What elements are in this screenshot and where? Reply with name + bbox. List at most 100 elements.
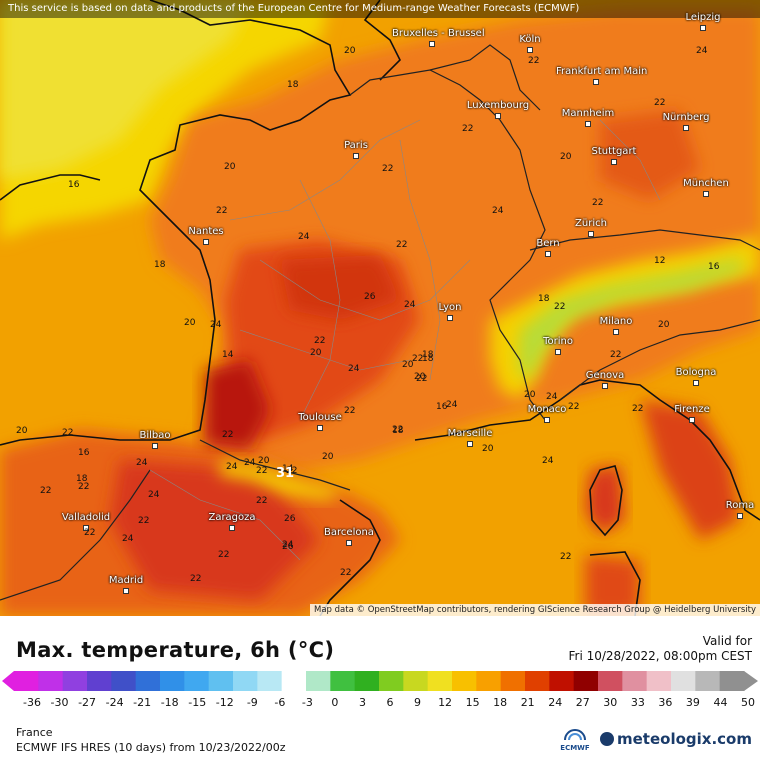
meteologix-logo-icon: [600, 732, 614, 746]
ecmwf-logo: ECMWF: [560, 728, 590, 752]
colorbar-tick-label: 9: [414, 696, 422, 709]
temperature-value: 24: [282, 540, 294, 550]
temperature-value: 22: [416, 374, 428, 384]
colorbar-swatch: [160, 671, 185, 691]
city-marker-icon: [574, 157, 654, 168]
temperature-value: 20: [184, 318, 196, 328]
city-label: Lyon: [410, 302, 490, 324]
city-name: Leipzig: [685, 12, 721, 23]
colorbar-tick-label: 44: [713, 696, 728, 709]
ecmwf-logo-icon: [564, 729, 586, 741]
city-label: Barcelona: [309, 527, 389, 549]
colorbar-tick-label: -36: [23, 696, 41, 709]
temperature-value: 26: [284, 514, 296, 524]
temperature-value: 22: [396, 240, 408, 250]
city-name: Marseille: [447, 428, 493, 439]
colorbar-tick-label: 24: [548, 696, 563, 709]
city-name: Lyon: [438, 302, 462, 313]
city-name: Luxembourg: [466, 100, 530, 111]
city-label: Paris: [316, 140, 396, 162]
temperature-value: 22: [256, 466, 268, 476]
city-label: Genova: [565, 370, 645, 392]
colorbar-tick-label: -27: [78, 696, 97, 709]
colorbar-swatch: [38, 671, 64, 691]
city-marker-icon: [490, 45, 570, 56]
data-source-note: This service is based on data and produc…: [0, 0, 760, 18]
temperature-value: 31: [276, 466, 295, 481]
model-run-info: ECMWF IFS HRES (10 days) from 10/23/2022…: [16, 741, 286, 754]
temperature-value: 22: [256, 496, 268, 506]
germany-warm: [600, 110, 700, 200]
city-label: München: [666, 178, 746, 200]
city-marker-icon: [576, 327, 656, 338]
temperature-value: 16: [78, 448, 90, 458]
city-name: Köln: [519, 34, 541, 45]
temperature-value: 18: [422, 350, 434, 360]
temperature-value: 20: [402, 360, 414, 370]
temperature-value: 22: [592, 198, 604, 208]
temperature-value: 22: [462, 124, 474, 134]
city-name: Toulouse: [298, 412, 342, 423]
colorbar-max-arrow: [744, 671, 758, 691]
city-name: Zaragoza: [208, 512, 256, 523]
colorbar-tick-label: -15: [188, 696, 207, 709]
city-label: Marseille: [430, 428, 510, 450]
temperature-value: 20: [344, 46, 356, 56]
temperature-value: 22: [340, 568, 352, 578]
colorbar-tick-label: 21: [520, 696, 535, 709]
city-marker-icon: [192, 523, 272, 534]
colorbar-swatch: [476, 671, 502, 691]
temperature-value: 22: [216, 206, 228, 216]
colorbar-tick-label: -30: [50, 696, 69, 709]
temperature-value: 24: [446, 400, 458, 410]
map-attribution[interactable]: Map data © OpenStreetMap contributors, r…: [310, 604, 760, 616]
city-label: Luxembourg: [458, 100, 538, 122]
colorbar-min-arrow: [2, 671, 14, 691]
temperature-value: 24: [348, 364, 360, 374]
valid-for-label: Valid for: [702, 634, 752, 648]
city-name: Valladolid: [61, 512, 111, 523]
meteologix-brand[interactable]: meteologix.com: [600, 730, 752, 748]
city-label: Roma: [700, 500, 760, 522]
temperature-value: 18: [76, 474, 88, 484]
city-marker-icon: [507, 415, 587, 426]
spain-hot: [110, 460, 320, 600]
temperature-value: 18: [392, 426, 404, 436]
temperature-value: 22: [286, 466, 298, 476]
temperature-value: 20: [414, 372, 426, 382]
temperature-value: 22: [560, 552, 572, 562]
city-marker-icon: [309, 538, 389, 549]
city-marker-icon: [518, 347, 598, 358]
temperature-value: 24: [136, 458, 148, 468]
city-name: Nürnberg: [662, 112, 710, 123]
map-canvas: [0, 0, 760, 616]
temperature-value: 20: [482, 444, 494, 454]
city-label: Nürnberg: [646, 112, 726, 134]
city-marker-icon: [556, 77, 636, 88]
temperature-value: 20: [310, 348, 322, 358]
city-label: Valladolid: [46, 512, 126, 534]
colorbar-swatch: [695, 671, 721, 691]
colorbar-tick-label: 0: [331, 696, 339, 709]
temperature-value: 24: [404, 300, 416, 310]
colorbar-tick-label: -3: [301, 696, 313, 709]
colorbar-tick-label: 50: [741, 696, 755, 709]
colorbar-swatch: [379, 671, 404, 691]
city-label: Mannheim: [548, 108, 628, 130]
temperature-value: 24: [492, 206, 504, 216]
temperature-value: 18: [287, 80, 299, 90]
city-label: Frankfurt am Main: [556, 66, 647, 88]
city-marker-icon: [115, 441, 195, 452]
temperature-value: 20: [16, 426, 28, 436]
city-name: Torino: [543, 336, 573, 347]
colorbar-swatch: [135, 671, 161, 691]
colorbar-tick-label: 12: [438, 696, 453, 709]
colorbar-tick-label: 3: [358, 696, 366, 709]
city-name: Firenze: [674, 404, 710, 415]
valid-time: Fri 10/28/2022, 08:00pm CEST: [568, 649, 752, 663]
temperature-map[interactable]: This service is based on data and produc…: [0, 0, 760, 616]
temperature-value: 20: [658, 320, 670, 330]
city-name: Milano: [599, 316, 633, 327]
temperature-value: 22: [392, 425, 404, 435]
temperature-value: 26: [364, 292, 376, 302]
